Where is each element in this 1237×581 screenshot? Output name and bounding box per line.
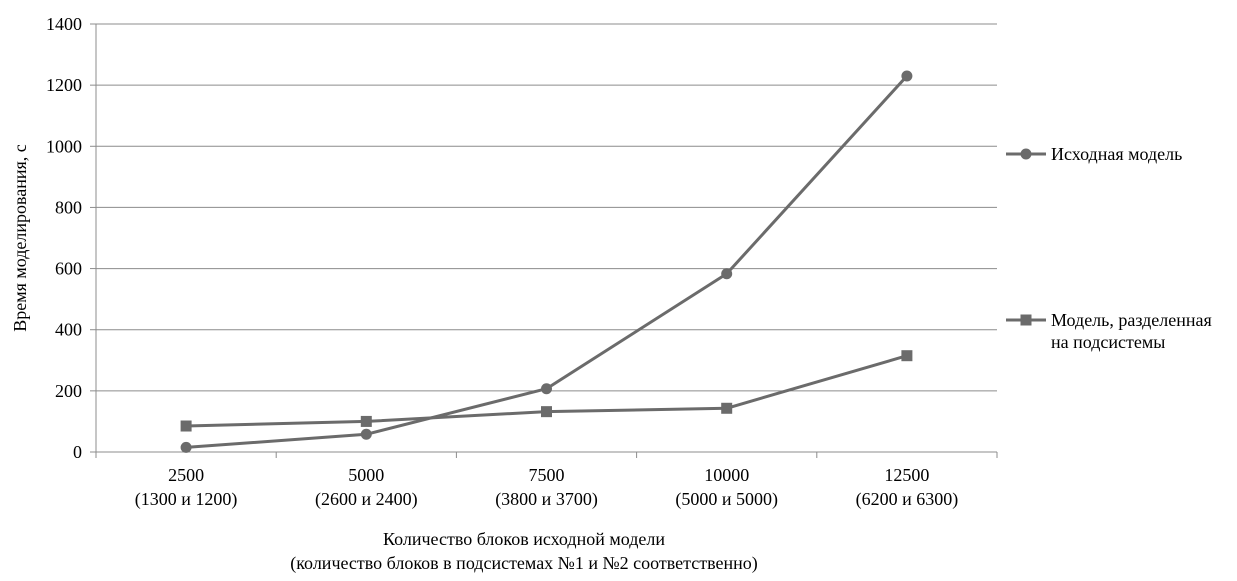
y-tick-label-400: 400 — [55, 320, 82, 340]
data-point-s1-0 — [180, 441, 192, 453]
y-tick-labels: 0 200 400 600 800 1000 1200 1400 — [46, 14, 82, 462]
series-1 — [180, 70, 913, 453]
legend-entry-1: Исходная модель — [1006, 144, 1182, 164]
data-point-s2-1 — [360, 415, 372, 427]
data-point-s2-4 — [901, 350, 913, 362]
data-point-s1-2 — [541, 383, 552, 395]
x-tick-sublabel-5000: (2600 и 2400) — [315, 489, 418, 510]
axes — [90, 23, 998, 458]
data-point-s1-3 — [721, 268, 733, 280]
grid-lines — [96, 23, 997, 392]
data-point-s2-2 — [541, 406, 552, 418]
x-tick-sublabel-2500: (1300 и 1200) — [135, 489, 238, 510]
y-axis-label: Время моделирования, с — [10, 144, 30, 332]
x-tick-label-5000: 5000 — [348, 465, 384, 485]
x-tick-sublabel-12500: (6200 и 6300) — [856, 489, 959, 510]
y-tick-label-1200: 1200 — [46, 75, 82, 95]
legend-label-2-line-1: Модель, разделенная — [1051, 310, 1212, 330]
x-tick-label-10000: 10000 — [704, 465, 749, 485]
x-tick-label-12500: 12500 — [884, 465, 929, 485]
y-tick-label-0: 0 — [73, 442, 82, 462]
legend-swatch-marker-2 — [1020, 314, 1032, 326]
data-point-s2-3 — [721, 402, 733, 414]
data-point-s2-0 — [180, 420, 192, 432]
x-axis-label-subtitle: (количество блоков в подсистемах №1 и №2… — [290, 553, 758, 574]
series-lines — [180, 70, 913, 453]
x-tick-label-7500: 7500 — [529, 465, 565, 485]
x-axis-label: Количество блоков исходной модели — [383, 529, 665, 549]
y-tick-label-1400: 1400 — [46, 14, 82, 34]
y-tick-label-200: 200 — [55, 381, 82, 401]
series-2 — [180, 350, 913, 432]
x-tick-labels: 2500 (1300 и 1200) 5000 (2600 и 2400) 7500 (3… — [135, 465, 958, 510]
x-tick-sublabel-10000: (5000 и 5000) — [675, 489, 778, 510]
legend-label-1-line-1: Исходная модель — [1051, 144, 1182, 164]
y-tick-label-600: 600 — [55, 259, 82, 279]
legend-label-2-line-2: на подсистемы — [1051, 332, 1165, 352]
data-point-s1-1 — [360, 428, 372, 440]
y-tick-label-800: 800 — [55, 197, 82, 217]
legend-swatch-marker-1 — [1020, 148, 1032, 160]
x-tick-label-2500: 2500 — [168, 465, 204, 485]
y-tick-label-1000: 1000 — [46, 136, 82, 156]
data-point-s1-4 — [901, 70, 913, 82]
x-tick-sublabel-7500: (3800 и 3700) — [495, 489, 598, 510]
